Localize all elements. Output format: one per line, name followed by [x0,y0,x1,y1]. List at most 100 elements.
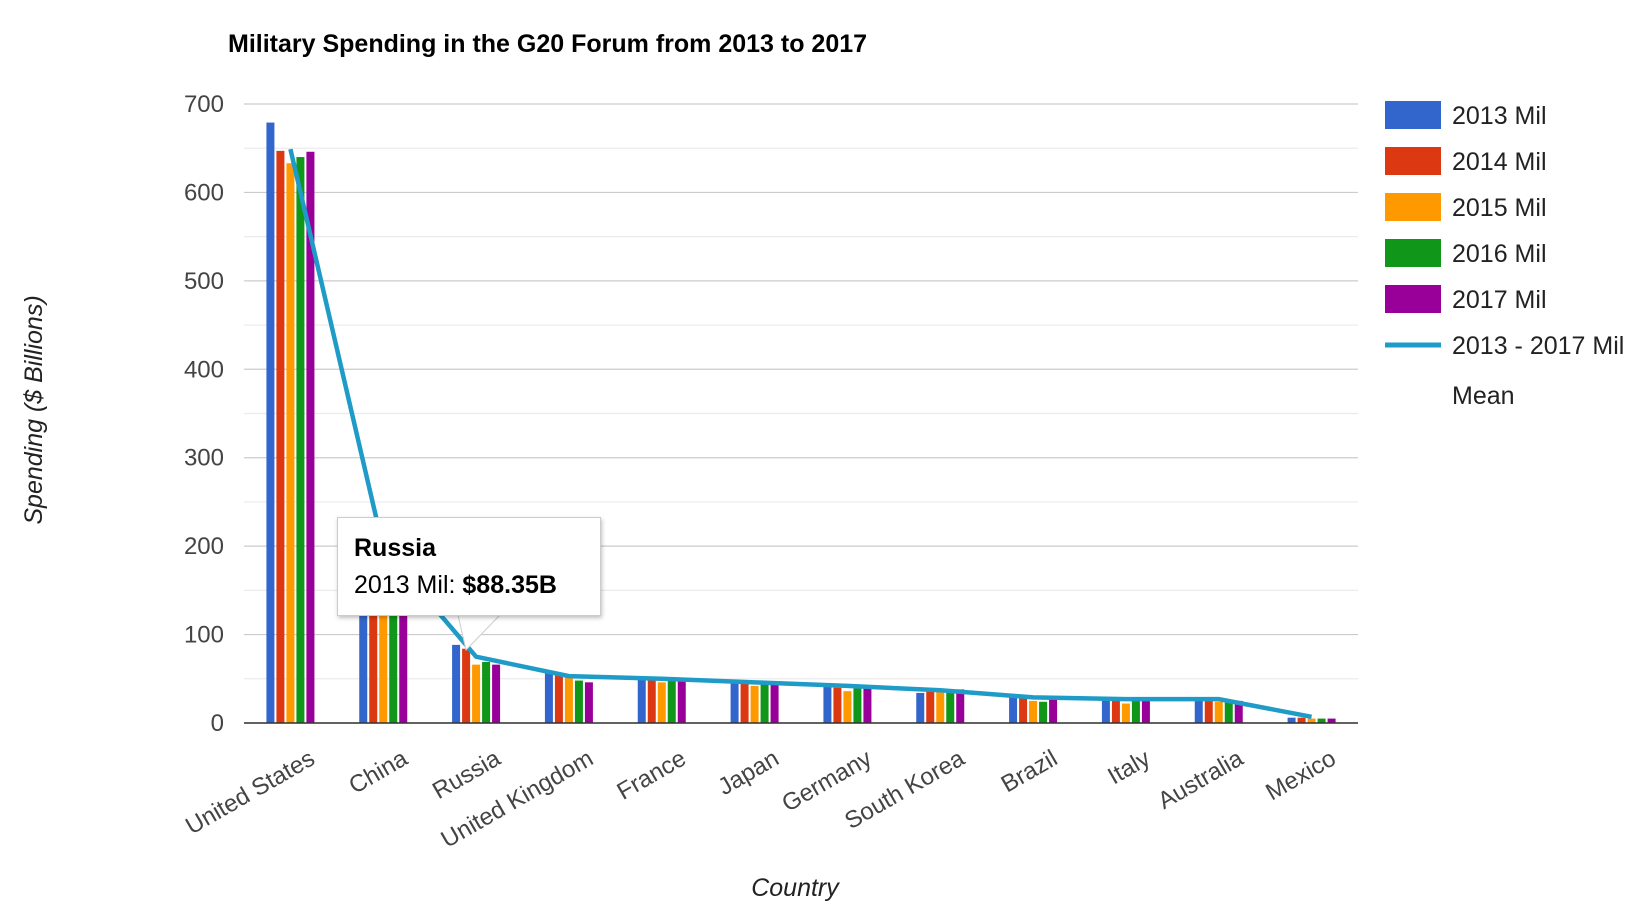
y-tick-label: 700 [184,91,224,118]
bar-2013-mil-mexico [1287,717,1296,723]
bar-2016-mil-germany [853,688,862,723]
bar-2017-mil-germany [863,685,872,723]
bar-2017-mil-russia [492,664,501,723]
bar-2016-mil-russia [482,661,491,723]
tooltip-line: 2013 Mil: $88.35B [354,571,584,600]
legend-swatch [1385,239,1441,267]
mean-line [288,148,1313,720]
bar-2015-mil-italy [1121,703,1130,723]
y-tick-label: 300 [184,445,224,472]
line-layer [288,148,1313,720]
x-tick-label: United States [181,745,319,840]
bar-2016-mil-brazil [1039,701,1048,723]
y-tick-label: 100 [184,622,224,649]
bar-2015-mil-south-korea [936,690,945,723]
bar-2014-mil-mexico [1297,717,1306,723]
legend-label: 2015 Mil [1452,194,1547,222]
bar-2017-mil-mexico [1327,718,1336,723]
grid-layer [244,103,1358,724]
bar-2016-mil-united-states [296,157,305,724]
x-tick-label: Mexico [1261,745,1340,806]
x-tick-label: China [344,744,412,799]
tooltip-series-label: 2013 Mil: [354,571,456,599]
x-tick-label: Russia [428,744,506,804]
bar-2013-mil-italy [1101,699,1110,723]
bar-2014-mil-united-states [276,150,285,724]
bar-layer [266,122,1336,724]
bar-2015-mil-australia [1214,701,1223,723]
bar-2014-mil-italy [1111,700,1120,723]
bar-2017-mil-italy [1141,697,1150,723]
legend-swatch [1385,193,1441,221]
bar-2014-mil-japan [740,682,749,723]
bar-2014-mil-australia [1204,700,1213,723]
bar-2013-mil-japan [730,679,739,723]
bar-2016-mil-australia [1224,700,1233,723]
bar-2013-mil-brazil [1009,694,1018,723]
bar-2017-mil-china [399,521,408,723]
bar-2014-mil-south-korea [926,691,935,723]
bar-2014-mil-russia [462,648,471,723]
legend-swatch [1385,285,1441,313]
legend: 2013 Mil 2014 Mil 2015 Mil 2016 Mil 2017 Mil… [1385,101,1624,410]
y-tick-label: 400 [184,356,224,383]
bar-2016-mil-italy [1131,699,1140,723]
bar-2013-mil-south-korea [916,692,925,723]
bar-2013-mil-russia [452,644,461,723]
bar-2017-mil-brazil [1049,697,1058,723]
legend-label-line: Mean [1452,382,1515,410]
legend-label: 2016 Mil [1452,240,1547,268]
bar-2016-mil-united-kingdom [574,680,583,723]
bar-2013-mil-australia [1194,700,1203,723]
bar-2017-mil-france [677,677,686,723]
legend-label-line: 2013 - 2017 Mil [1452,332,1624,360]
x-tick-label: United Kingdom [437,745,598,854]
x-tick-label: Japan [713,745,783,801]
bar-2014-mil-china [369,563,378,723]
bar-2015-mil-japan [750,685,759,723]
x-tick-label: Italy [1103,745,1155,790]
bar-2014-mil-france [647,677,656,723]
bar-2015-mil-united-kingdom [564,676,573,723]
bar-2017-mil-united-states [306,151,315,723]
tooltip-value: $88.35B [462,571,557,599]
bar-2015-mil-china [379,546,388,723]
bar-2016-mil-france [667,678,676,723]
x-tick-label: France [613,745,691,806]
y-axis-title: Spending ($ Billions) [20,295,48,524]
legend-label: 2017 Mil [1452,286,1547,314]
bar-2017-mil-south-korea [956,689,965,723]
bar-2015-mil-germany [843,691,852,723]
bar-2015-mil-mexico [1307,718,1316,723]
bar-2013-mil-china [359,577,368,723]
x-axis-title: Country [751,874,840,902]
bar-2016-mil-south-korea [946,690,955,723]
legend-swatch [1385,147,1441,175]
bar-2013-mil-united-states [266,122,275,723]
y-tick-label: 200 [184,533,224,560]
legend-label: 2013 - 2017 Mil Mean [1452,332,1624,410]
axis-layer: 0 100 200 300 400 500 600 700 United States China… [181,91,1358,854]
legend-label: 2014 Mil [1452,148,1547,176]
y-tick-label: 600 [184,179,224,206]
bar-2016-mil-japan [760,682,769,723]
legend-label: 2013 Mil [1452,102,1547,130]
bar-2015-mil-brazil [1029,700,1038,723]
bar-2015-mil-france [657,682,666,723]
bar-2014-mil-germany [833,687,842,723]
bar-2016-mil-china [389,532,398,723]
y-tick-label: 500 [184,268,224,295]
y-tick-label: 0 [211,710,224,737]
bar-2017-mil-japan [770,682,779,723]
tooltip-pointer [457,614,502,652]
bar-2015-mil-united-states [286,163,295,724]
x-tick-label: Brazil [997,745,1062,798]
bar-2014-mil-united-kingdom [554,673,563,723]
x-tick-label: Australia [1153,744,1248,814]
bar-2013-mil-france [637,677,646,723]
bar-2014-mil-brazil [1019,698,1028,723]
bar-2017-mil-australia [1234,700,1243,723]
bar-2015-mil-russia [472,664,481,723]
